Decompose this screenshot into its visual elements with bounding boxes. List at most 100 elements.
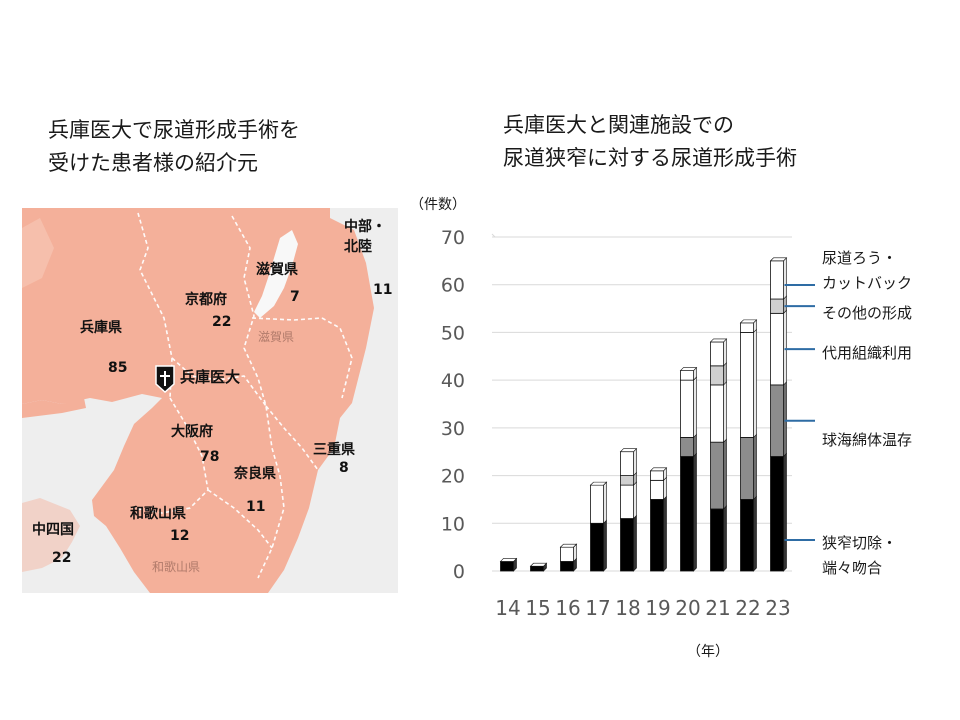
bar-face xyxy=(680,456,694,572)
region-label-chushikoku: 中四国 xyxy=(32,522,74,538)
region-count-chushikoku: 22 xyxy=(52,550,72,566)
bar-face xyxy=(680,379,694,438)
x-axis: 14 15 16 17 18 19 20 21 22 23 xyxy=(495,596,790,620)
bar-23-segment-4 xyxy=(770,257,787,300)
bar-18-segment-2 xyxy=(620,481,637,520)
bar-side xyxy=(633,447,637,477)
bar-face xyxy=(650,470,664,481)
x-tick-label-16: 16 xyxy=(555,596,580,620)
y-tick-label-60: 60 xyxy=(441,275,465,297)
region-count-wakayama: 12 xyxy=(170,528,190,544)
legend-label-3-0: その他の形成 xyxy=(822,304,912,322)
x-tick-label-23: 23 xyxy=(765,596,790,620)
bar-face xyxy=(740,436,754,500)
chart-title-line-1: 兵庫医大と関連施設での xyxy=(503,113,734,137)
land-shikoku xyxy=(22,498,80,572)
y-axis: 0 10 20 30 40 50 60 70 xyxy=(441,227,465,583)
y-tick-label-20: 20 xyxy=(441,466,465,488)
bar-side xyxy=(603,481,607,525)
bar-face xyxy=(770,312,784,386)
region-count-nara: 11 xyxy=(246,499,266,515)
bar-face xyxy=(560,546,574,562)
bar-face xyxy=(770,298,784,314)
x-tick-label-18: 18 xyxy=(615,596,640,620)
bar-face xyxy=(590,484,604,524)
bar-face xyxy=(680,436,694,457)
bar-face xyxy=(710,441,724,510)
region-count-shiga: 7 xyxy=(290,289,300,305)
region-count-hyogo: 85 xyxy=(108,360,128,376)
bar-face xyxy=(740,322,754,333)
bar-top-21 xyxy=(709,338,728,343)
x-tick-label-17: 17 xyxy=(585,596,610,620)
land-west-coast xyxy=(22,398,86,418)
x-tick-label-14: 14 xyxy=(495,596,520,620)
bar-face xyxy=(650,499,664,572)
bar-side xyxy=(783,309,787,386)
x-tick-label-19: 19 xyxy=(645,596,670,620)
bar-side xyxy=(633,481,637,520)
bar-face xyxy=(500,561,514,572)
region-count-chubu: 11 xyxy=(373,282,393,298)
bar-21-segment-1 xyxy=(710,438,727,510)
bar-face xyxy=(770,456,784,572)
y-tick-label-50: 50 xyxy=(441,322,465,344)
bar-side xyxy=(663,495,667,572)
faded-label-shiga: 滋賀県 xyxy=(258,330,295,344)
bar-face xyxy=(620,518,634,572)
bar-side xyxy=(693,433,697,458)
bar-face xyxy=(680,370,694,381)
bar-22-segment-2 xyxy=(740,328,757,439)
hospital-label: 兵庫医大 xyxy=(180,368,241,386)
bar-side xyxy=(723,338,727,367)
bar-18-segment-4 xyxy=(620,447,637,477)
bar-23-segment-1 xyxy=(770,381,787,458)
bar-top-17 xyxy=(589,481,608,486)
legend-label-1-0: 球海綿体温存 xyxy=(822,431,912,449)
y-tick-label-10: 10 xyxy=(441,513,465,535)
legend-label-2-0: 代用組織利用 xyxy=(822,344,912,362)
bar-side xyxy=(633,514,637,572)
bar-top-20 xyxy=(679,367,698,371)
legend-label-0-0: 狭窄切除・ xyxy=(822,534,897,552)
prefecture-borders xyxy=(133,212,353,579)
land-west-faint xyxy=(22,218,54,288)
bar-side xyxy=(783,381,787,458)
bar-face xyxy=(770,260,784,300)
bar-face xyxy=(590,522,604,572)
region-label-kyoto: 京都府 xyxy=(185,292,227,308)
bar-22-segment-1 xyxy=(740,433,757,501)
x-tick-label-20: 20 xyxy=(675,596,700,620)
region-label-mie: 三重県 xyxy=(313,442,355,458)
region-label-wakayama: 和歌山県 xyxy=(130,506,186,522)
bar-side xyxy=(723,381,727,443)
bar-top-16 xyxy=(559,543,578,548)
bar-face xyxy=(530,565,544,572)
bar-20-segment-2 xyxy=(680,376,697,439)
legend-label-4-1: カットバック xyxy=(822,274,912,292)
bar-17-segment-2 xyxy=(590,481,607,525)
bar-23-segment-3 xyxy=(770,295,787,315)
region-label-nara: 奈良県 xyxy=(234,466,276,482)
legend-label-4-0: 尿道ろう・ xyxy=(822,249,897,267)
x-unit-label: （年） xyxy=(687,644,729,660)
bar-face xyxy=(620,484,634,519)
bars xyxy=(499,257,788,572)
bar-top-19 xyxy=(649,467,668,472)
bar-face xyxy=(710,365,724,386)
bar-side xyxy=(723,438,727,510)
x-tick-label-15: 15 xyxy=(525,596,550,620)
x-tick-label-21: 21 xyxy=(705,596,730,620)
bar-top-18 xyxy=(619,448,638,453)
bar-19-segment-2 xyxy=(650,476,667,501)
bar-23-segment-2 xyxy=(770,309,787,386)
bar-19-segment-0 xyxy=(650,495,667,572)
bar-face xyxy=(770,384,784,457)
region-count-osaka: 78 xyxy=(200,449,220,465)
lake-biwa xyxy=(254,230,298,318)
y-unit-label: （件数） xyxy=(410,197,466,213)
bar-side xyxy=(723,505,727,572)
referral-map: 滋賀県 和歌山県 中部・ 北陸 11 滋賀県 7 京都府 22 兵庫県 85 兵… xyxy=(22,208,398,593)
bar-top-23 xyxy=(769,257,788,262)
bar-14-segment-0 xyxy=(500,557,517,572)
